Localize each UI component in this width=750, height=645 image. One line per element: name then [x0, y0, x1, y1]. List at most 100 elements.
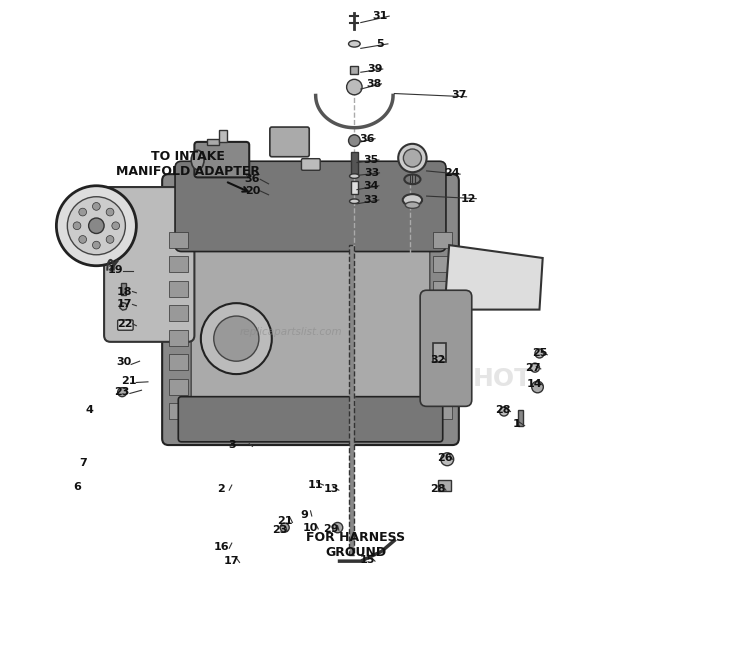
- Circle shape: [112, 222, 119, 230]
- FancyBboxPatch shape: [162, 174, 459, 445]
- Bar: [350, 245, 354, 555]
- Text: 35: 35: [364, 155, 379, 165]
- Circle shape: [79, 235, 86, 243]
- Bar: [433, 403, 452, 419]
- Text: 26: 26: [436, 453, 452, 463]
- Text: 15: 15: [359, 555, 375, 565]
- Text: 12: 12: [460, 194, 476, 204]
- Text: 17: 17: [117, 299, 133, 310]
- Bar: [169, 354, 188, 370]
- Text: 33: 33: [364, 195, 379, 205]
- Polygon shape: [120, 303, 128, 310]
- Circle shape: [214, 316, 259, 361]
- Text: 9: 9: [300, 510, 308, 520]
- Bar: [433, 305, 452, 321]
- Bar: [433, 343, 446, 362]
- Text: 21: 21: [277, 516, 292, 526]
- Circle shape: [346, 79, 362, 95]
- Circle shape: [74, 222, 81, 230]
- FancyBboxPatch shape: [178, 397, 442, 442]
- Text: 25: 25: [532, 348, 548, 359]
- Bar: [169, 281, 188, 297]
- Circle shape: [404, 149, 422, 167]
- Text: 39: 39: [368, 64, 382, 74]
- FancyBboxPatch shape: [270, 127, 309, 157]
- Text: 13: 13: [323, 484, 339, 494]
- Text: 2: 2: [217, 484, 225, 494]
- Bar: [433, 354, 452, 370]
- Text: 34: 34: [364, 181, 379, 191]
- FancyBboxPatch shape: [191, 242, 430, 429]
- FancyBboxPatch shape: [104, 187, 194, 342]
- Bar: [518, 410, 524, 426]
- FancyBboxPatch shape: [194, 142, 249, 177]
- Circle shape: [106, 208, 114, 216]
- Bar: [351, 181, 358, 194]
- Circle shape: [441, 453, 454, 466]
- Circle shape: [398, 144, 427, 172]
- Circle shape: [92, 203, 100, 210]
- Text: 7: 7: [80, 458, 87, 468]
- Ellipse shape: [350, 174, 359, 179]
- Circle shape: [56, 186, 136, 266]
- Ellipse shape: [405, 202, 419, 208]
- Polygon shape: [446, 245, 543, 310]
- Text: 36: 36: [244, 174, 260, 184]
- Text: 37: 37: [452, 90, 466, 101]
- Bar: [433, 330, 452, 346]
- Text: 28: 28: [430, 484, 446, 494]
- Text: 3: 3: [228, 440, 236, 450]
- FancyBboxPatch shape: [175, 161, 446, 252]
- Text: 10: 10: [303, 522, 318, 533]
- Bar: [433, 281, 452, 297]
- FancyBboxPatch shape: [118, 320, 134, 330]
- Text: 11: 11: [308, 480, 323, 490]
- Text: 24: 24: [445, 168, 460, 178]
- Bar: [169, 256, 188, 272]
- Bar: [169, 330, 188, 346]
- Text: 16: 16: [214, 542, 230, 552]
- Text: 6: 6: [73, 482, 81, 492]
- Text: 27: 27: [525, 362, 541, 373]
- Text: 1: 1: [513, 419, 520, 430]
- Ellipse shape: [403, 194, 422, 206]
- Text: HOT: HOT: [473, 367, 532, 392]
- Circle shape: [532, 381, 543, 393]
- Circle shape: [106, 235, 114, 243]
- Bar: [169, 232, 188, 248]
- Text: 28: 28: [495, 404, 511, 415]
- Text: FOR HARNESS
GROUND: FOR HARNESS GROUND: [306, 531, 405, 559]
- Text: 31: 31: [373, 11, 388, 21]
- Ellipse shape: [350, 199, 359, 204]
- Circle shape: [201, 303, 272, 374]
- Bar: [169, 403, 188, 419]
- Bar: [169, 379, 188, 395]
- Text: TO INTAKE
MANIFOLD ADAPTER: TO INTAKE MANIFOLD ADAPTER: [116, 150, 260, 192]
- Text: 29: 29: [323, 524, 339, 534]
- Text: 19: 19: [108, 264, 124, 275]
- Text: 23: 23: [272, 525, 287, 535]
- Text: 36: 36: [359, 134, 375, 144]
- Bar: [433, 232, 452, 248]
- Text: 4: 4: [86, 404, 94, 415]
- Circle shape: [68, 197, 125, 255]
- Bar: [438, 480, 451, 491]
- Bar: [207, 139, 219, 145]
- Circle shape: [118, 388, 127, 397]
- Bar: [351, 152, 358, 174]
- Text: 33: 33: [364, 168, 380, 178]
- FancyBboxPatch shape: [302, 159, 320, 170]
- Circle shape: [79, 208, 86, 216]
- Bar: [169, 305, 188, 321]
- Circle shape: [332, 522, 343, 533]
- Circle shape: [530, 363, 539, 372]
- Bar: [219, 130, 226, 142]
- Text: 38: 38: [366, 79, 382, 89]
- Text: 30: 30: [116, 357, 131, 368]
- Ellipse shape: [349, 41, 360, 47]
- Text: replicapartslist.com: replicapartslist.com: [240, 327, 343, 337]
- Text: 22: 22: [117, 319, 133, 329]
- Bar: [433, 379, 452, 395]
- Bar: [121, 283, 126, 295]
- Ellipse shape: [191, 150, 204, 170]
